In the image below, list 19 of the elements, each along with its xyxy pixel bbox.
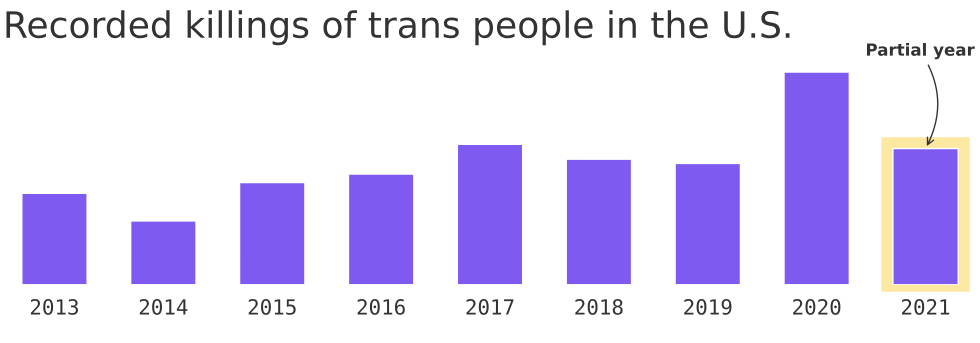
bar (456, 144, 524, 285)
bar (238, 182, 306, 285)
bar (348, 173, 414, 285)
x-tick-label: 2016 (358, 299, 405, 315)
bar (566, 158, 632, 285)
annotation: Partial year (866, 43, 975, 60)
x-tick-label: 2019 (684, 299, 732, 315)
x-tick-label: 2013 (30, 299, 78, 315)
bar (674, 162, 742, 285)
x-tick-label: 2017 (466, 299, 514, 315)
bar (783, 72, 850, 285)
chart-title: Recorded killings of trans people in the U.S. (6, 10, 790, 46)
x-tick-label: 2015 (248, 299, 296, 315)
x-tick-label: 2014 (140, 299, 188, 315)
bar (21, 192, 88, 285)
x-tick-label: 2020 (793, 299, 840, 315)
bar (130, 220, 197, 285)
x-tick-label: 2018 (575, 299, 623, 315)
x-tick-label: 2021 (902, 299, 950, 315)
